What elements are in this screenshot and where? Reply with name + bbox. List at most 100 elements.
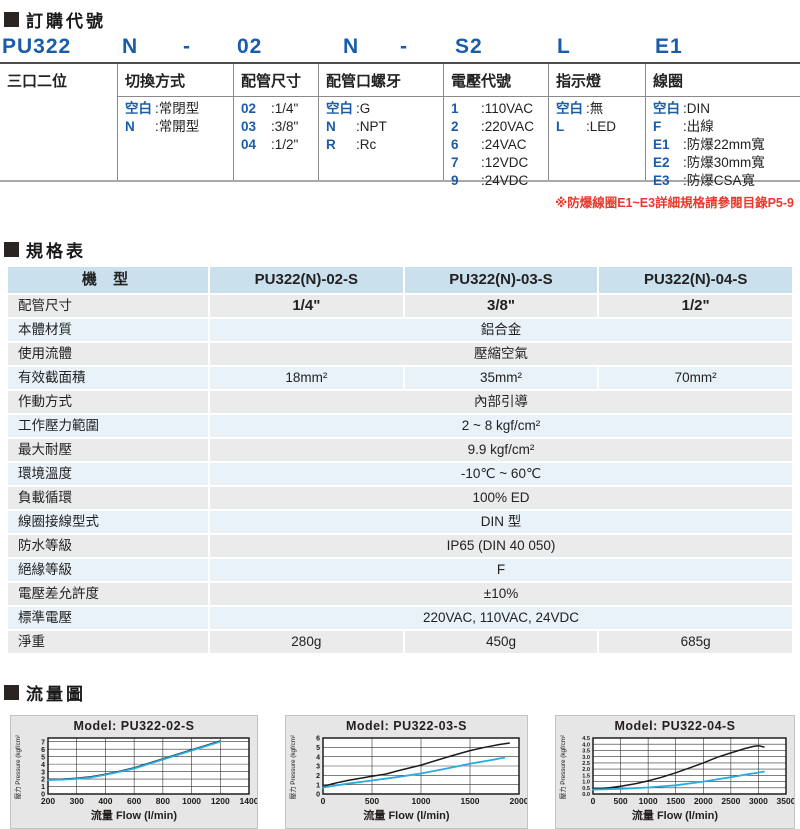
option-code: F [653,119,662,134]
ordering-option: 空白:常閉型 [125,100,233,118]
spec-model-name: PU322(N)-04-S [599,267,792,293]
spec-row-label: 線圈接線型式 [8,511,208,533]
flow-curve-black-curve [322,742,510,788]
spec-row: 防水等級 IP65 (DIN 40 050) [8,535,792,557]
section-square-icon [4,685,19,700]
ordering-column-header: 配管口螺牙 [319,64,443,97]
flow-charts-row: Model: PU322-02-S 200 300 400 600 800 1000 1200… [10,715,800,829]
spec-section-title: 規格表 [26,242,86,261]
spec-row-value: F [210,559,792,581]
y-tick-label: 4.5 [582,736,590,742]
spec-row-label: 使用流體 [8,343,208,365]
option-code: 空白 [125,101,152,116]
spec-row-label: 作動方式 [8,391,208,413]
option-description: :110VAC [481,101,534,116]
flow-curve-cyan-curve [322,756,506,789]
ordering-option: 空白:DIN [653,100,800,118]
ordering-option: N:NPT [326,118,443,136]
spec-row: 作動方式 內部引導 [8,391,792,413]
ordering-option: N:常開型 [125,118,233,136]
x-tick-label: 400 [98,796,112,806]
y-tick-label: 2 [41,777,45,784]
spec-model-name: PU322(N)-03-S [404,267,598,293]
ordering-column-items [0,96,117,99]
spec-row-label: 絕緣等級 [8,559,208,581]
plot-area [48,738,249,794]
x-axis-label: 流量 Flow (l/min) [90,810,178,822]
spec-row-value: 70mm² [599,367,792,389]
x-tick-label: 0 [321,796,326,806]
ordering-column-header: 切換方式 [118,64,233,97]
ordering-column-items: 空白:無 L:LED [549,97,645,136]
ordering-column-header: 電壓代號 [444,64,548,97]
ordering-column-items: 空白:常閉型 N:常開型 [118,97,233,136]
option-code: 04 [241,137,257,152]
spec-row-label: 配管尺寸 [8,295,208,317]
ordering-option: 03:3/8" [241,118,318,136]
ordering-option: 2:220VAC [451,118,548,136]
option-description: :3/8" [271,119,299,134]
spec-row-value: 內部引導 [210,391,792,413]
y-tick-label: 1 [41,784,45,791]
ordering-column-items: 1:110VAC 2:220VAC 6:24VAC 7:12VDC 9:24VDC [444,97,548,190]
ordering-column: 切換方式 空白:常閉型 N:常開型 [117,64,233,180]
chart-title: Model: PU322-04-S [614,719,736,733]
spec-row-label: 有效截面積 [8,367,208,389]
ordering-column-items: 空白:G N:NPT R:Rc [319,97,443,154]
x-tick-label: 1400 [240,796,257,806]
x-tick-label: 1200 [211,796,230,806]
plot-area [593,738,786,794]
flow-curve-black-curve [592,744,765,790]
ordering-option: 空白:無 [556,100,645,118]
y-tick-label: 2.5 [582,761,590,767]
option-description: :24VAC [481,137,527,152]
x-tick-label: 1000 [639,796,658,806]
y-tick-label: 1 [316,782,320,789]
spec-row-label: 負載循環 [8,487,208,509]
spec-header-row: 機 型 PU322(N)-02-S PU322(N)-03-S PU322(N)-04… [8,267,792,293]
option-code: 6 [451,137,459,152]
spec-row-label: 本體材質 [8,319,208,341]
x-tick-label: 800 [156,796,170,806]
ordering-section-heading: 訂購代號 [0,0,800,32]
option-description: :1/2" [271,137,299,152]
option-description: :NPT [356,119,387,134]
option-description: :常閉型 [155,101,200,116]
spec-row: 淨重 280g 450g 685g [8,631,792,653]
spec-row-value: 鋁合金 [210,319,792,341]
option-description: :24VDC [481,173,529,188]
x-tick-label: 500 [365,796,379,806]
ordering-option: 6 :24VAC [451,136,548,154]
y-tick-label: 4 [41,762,45,769]
model-code-segment: S2 [455,35,483,58]
option-description: :G [356,101,371,116]
chart-title: Model: PU322-02-S [73,719,195,733]
spec-row-value: DIN 型 [210,511,792,533]
option-description: :防爆CSA寬 [683,173,756,188]
ordering-option: 9:24VDC [451,172,548,190]
option-code: 空白 [653,101,680,116]
option-code: N [125,119,135,134]
option-description: :12VDC [481,155,529,170]
x-axis-label: 流量 Flow (l/min) [631,810,719,822]
flow-curve-cyan-curve [592,770,765,791]
spec-row-label: 最大耐壓 [8,439,208,461]
option-description: :無 [586,101,604,116]
x-tick-label: 500 [613,796,627,806]
spec-row: 絕緣等級 F [8,559,792,581]
spec-row-label: 標準電壓 [8,607,208,629]
spec-row: 標準電壓 220VAC, 110VAC, 24VDC [8,607,792,629]
y-axis-label: 壓力 Pressure (kgf/cm²) [13,735,22,799]
spec-row-value: 2 ~ 8 kgf/cm² [210,415,792,437]
spec-row: 工作壓力範圍 2 ~ 8 kgf/cm² [8,415,792,437]
y-tick-label: 2 [316,773,320,780]
flow-chart-card: Model: PU322-03-S 0 500 1000 1500 2000 0 1 2 3 4 5 6… [285,715,528,829]
spec-row-value: 1/4" [210,295,403,317]
y-tick-label: 1.5 [582,773,590,779]
option-description: :Rc [356,137,377,152]
spec-row: 線圈接線型式 DIN 型 [8,511,792,533]
plot-border [47,737,250,795]
spec-row-value: 9.9 kgf/cm² [210,439,792,461]
